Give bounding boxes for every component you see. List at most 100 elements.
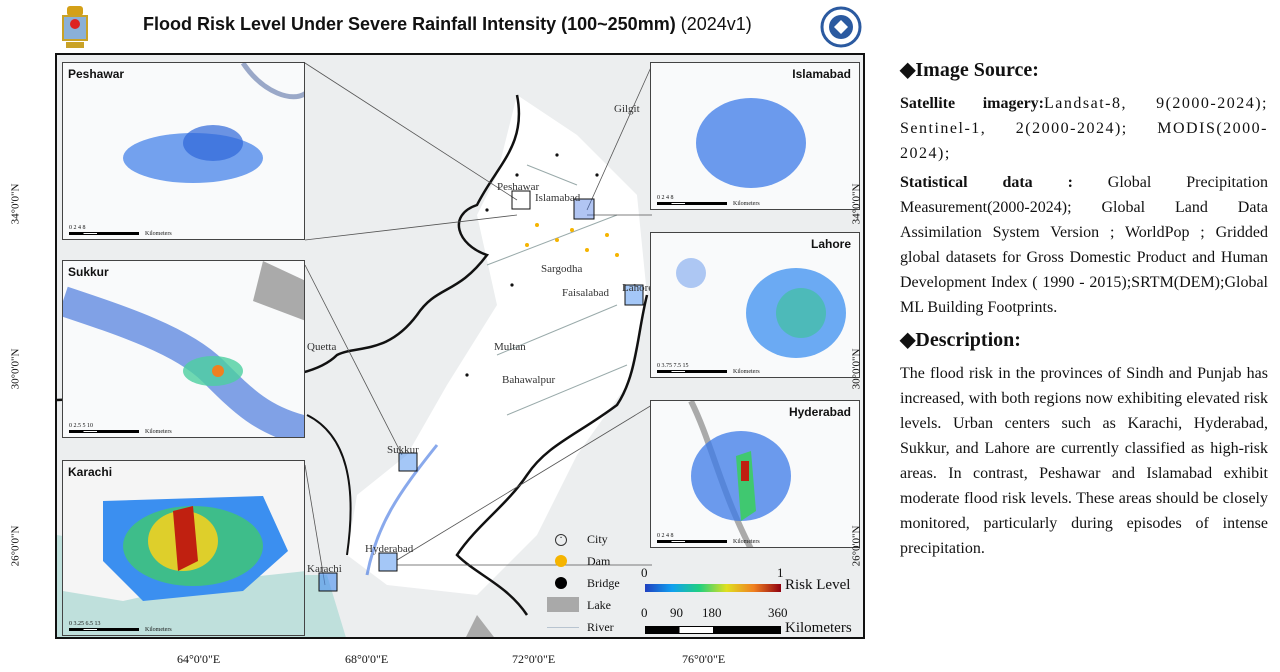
- lat-tick-label: 26°0'0"N: [9, 525, 22, 567]
- university-logo-left: [58, 4, 92, 50]
- university-logo-right: [820, 6, 862, 48]
- scale-tick: 8: [670, 533, 674, 539]
- info-panel: ◆Image Source: Satellite imagery:Landsat…: [900, 58, 1268, 565]
- city-label: Karachi: [307, 563, 342, 575]
- scale-tick: 4: [666, 195, 669, 201]
- river-icon: [547, 627, 579, 628]
- title-version: (2024v1): [680, 14, 752, 34]
- inset-title: Islamabad: [792, 67, 851, 81]
- inset-scale-bar: 0 2 4 8 Kilometers: [657, 195, 760, 207]
- inset-hyderabad[interactable]: Hyderabad 0 2 4 8 Kilometers: [650, 400, 860, 548]
- scale-tick: 2: [661, 195, 665, 201]
- lat-tick-label-right: 26°0'0"N: [850, 525, 863, 567]
- lake-icon: [547, 597, 579, 612]
- legend-label: City: [587, 532, 608, 546]
- inset-title: Hyderabad: [788, 405, 851, 419]
- city-label: Peshawar: [497, 181, 540, 193]
- scale-tick: 3.75: [661, 363, 673, 369]
- city-label: Sargodha: [541, 263, 583, 275]
- city-icon: ·: [555, 534, 567, 546]
- scale-unit: Kilometers: [733, 201, 760, 207]
- scale-tick: 0: [69, 225, 72, 231]
- scale-unit: Kilometers: [785, 620, 852, 636]
- inset-sukkur[interactable]: Sukkur 0 2.5 5 10 Kilometers: [62, 260, 305, 438]
- scale-tick: 0: [641, 605, 648, 620]
- legend-label: Lake: [587, 598, 611, 612]
- legend-label: Bridge: [587, 576, 620, 590]
- inset-scale-bar: 0 2 4 8 Kilometers: [657, 533, 760, 545]
- inset-title: Lahore: [810, 237, 851, 251]
- legend-label: Dam: [587, 554, 611, 568]
- risk-level-label: Risk Level: [785, 577, 851, 593]
- statistical-label: Statistical data :: [900, 174, 1073, 191]
- inset-title: Sukkur: [68, 265, 109, 279]
- scale-tick: 180: [702, 605, 722, 620]
- scale-tick: 6.5: [85, 621, 94, 627]
- scale-unit: Kilometers: [145, 429, 172, 435]
- bridge-icon: [555, 577, 567, 589]
- lon-tick-label: 64°0'0"E: [177, 652, 221, 666]
- scale-unit: Kilometers: [733, 539, 760, 545]
- inset-scale-bar: 0 2 4 8 Kilometers: [69, 225, 172, 237]
- city-label: Islamabad: [535, 192, 581, 204]
- scale-tick: 10: [87, 423, 93, 429]
- scale-tick: 2.5: [73, 423, 82, 429]
- inset-islamabad[interactable]: Islamabad 0 2 4 8 Kilometers: [650, 62, 860, 210]
- scale-tick: 0: [657, 195, 660, 201]
- scale-tick: 2: [661, 533, 665, 539]
- scale-tick: 0: [69, 423, 72, 429]
- scale-bar: [645, 626, 781, 634]
- city-label: Bahawalpur: [502, 374, 556, 386]
- legend-label: River: [587, 620, 614, 634]
- satellite-label: Satellite imagery:: [900, 95, 1044, 112]
- lat-tick-label: 34°0'0"N: [9, 183, 22, 225]
- city-label: Faisalabad: [562, 287, 610, 299]
- risk-min-label: 0: [641, 565, 648, 580]
- scale-tick: 8: [670, 195, 674, 201]
- dam-icon: [555, 555, 567, 567]
- flood-risk-map[interactable]: Gilgit Peshawar Islamabad Sargodha Faisa…: [55, 53, 865, 639]
- inset-scale-bar: 0 3.25 6.5 13 Kilometers: [69, 621, 172, 633]
- statistical-data-text: Statistical data : Global Precipitation …: [900, 170, 1268, 320]
- city-label: Multan: [494, 341, 526, 353]
- statistical-value: Global Precipitation Measurement(2000-20…: [900, 174, 1268, 316]
- description-heading: ◆Description:: [900, 329, 1021, 351]
- description-text: The flood risk in the provinces of Sindh…: [900, 365, 1268, 557]
- scale-tick: 8: [82, 225, 86, 231]
- inset-title: Peshawar: [68, 67, 125, 81]
- scale-tick: 90: [670, 605, 683, 620]
- image-source-heading: ◆Image Source:: [900, 59, 1039, 81]
- scale-unit: Kilometers: [145, 627, 172, 633]
- lon-tick-label: 72°0'0"E: [512, 652, 556, 666]
- scale-tick: 0: [657, 533, 660, 539]
- scale-tick: 0: [69, 621, 72, 627]
- scale-tick: 13: [94, 621, 101, 627]
- inset-scale-bar: 0 2.5 5 10 Kilometers: [69, 423, 172, 435]
- scale-tick: 7.5: [673, 363, 682, 369]
- inset-scale-bar: 0 3.75 7.5 15 Kilometers: [657, 363, 760, 375]
- lat-tick-label-right: 30°0'0"N: [850, 348, 863, 390]
- scale-tick: 3.25: [73, 621, 85, 627]
- city-label: Quetta: [307, 341, 337, 353]
- scale-tick: 0: [657, 363, 660, 369]
- scale-tick: 4: [78, 225, 81, 231]
- inset-lahore[interactable]: Lahore 0 3.75 7.5 15 Kilometers: [650, 232, 860, 378]
- scale-tick: 15: [682, 363, 689, 369]
- inset-peshawar[interactable]: Peshawar 0 2 4 8 Kilometers: [62, 62, 305, 240]
- scale-tick: 4: [666, 533, 669, 539]
- lat-tick-label: 30°0'0"N: [9, 348, 22, 390]
- inset-karachi[interactable]: Karachi 0 3.25 6.5 13 Kilometers: [62, 460, 305, 636]
- title-text: Flood Risk Level Under Severe Rainfall I…: [143, 14, 676, 34]
- risk-color-ramp: [645, 584, 781, 592]
- city-label: Gilgit: [614, 103, 640, 115]
- satellite-imagery-text: Satellite imagery:Landsat-8, 9(2000-2024…: [900, 91, 1268, 166]
- satellite-value: Landsat-8, 9(2000-2024); Sentinel-1, 2(2…: [900, 95, 1268, 162]
- scale-unit: Kilometers: [145, 231, 172, 237]
- risk-max-label: 1: [777, 565, 784, 580]
- city-label: Hyderabad: [365, 543, 414, 555]
- lat-tick-label-right: 34°0'0"N: [850, 183, 863, 225]
- scale-tick: 2: [73, 225, 77, 231]
- inset-title: Karachi: [68, 465, 113, 479]
- scale-unit: Kilometers: [733, 369, 760, 375]
- lon-tick-label: 76°0'0"E: [682, 652, 726, 666]
